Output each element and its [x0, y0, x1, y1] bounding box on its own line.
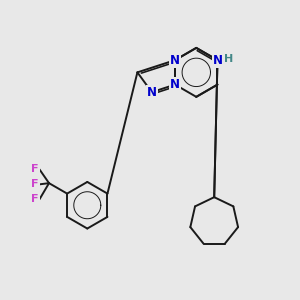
Text: F: F — [31, 179, 39, 189]
Text: H: H — [224, 54, 233, 64]
Text: N: N — [212, 54, 223, 67]
Text: F: F — [31, 164, 39, 174]
Text: N: N — [147, 86, 157, 99]
Text: N: N — [170, 54, 180, 67]
Text: F: F — [31, 194, 39, 204]
Text: N: N — [170, 78, 180, 91]
